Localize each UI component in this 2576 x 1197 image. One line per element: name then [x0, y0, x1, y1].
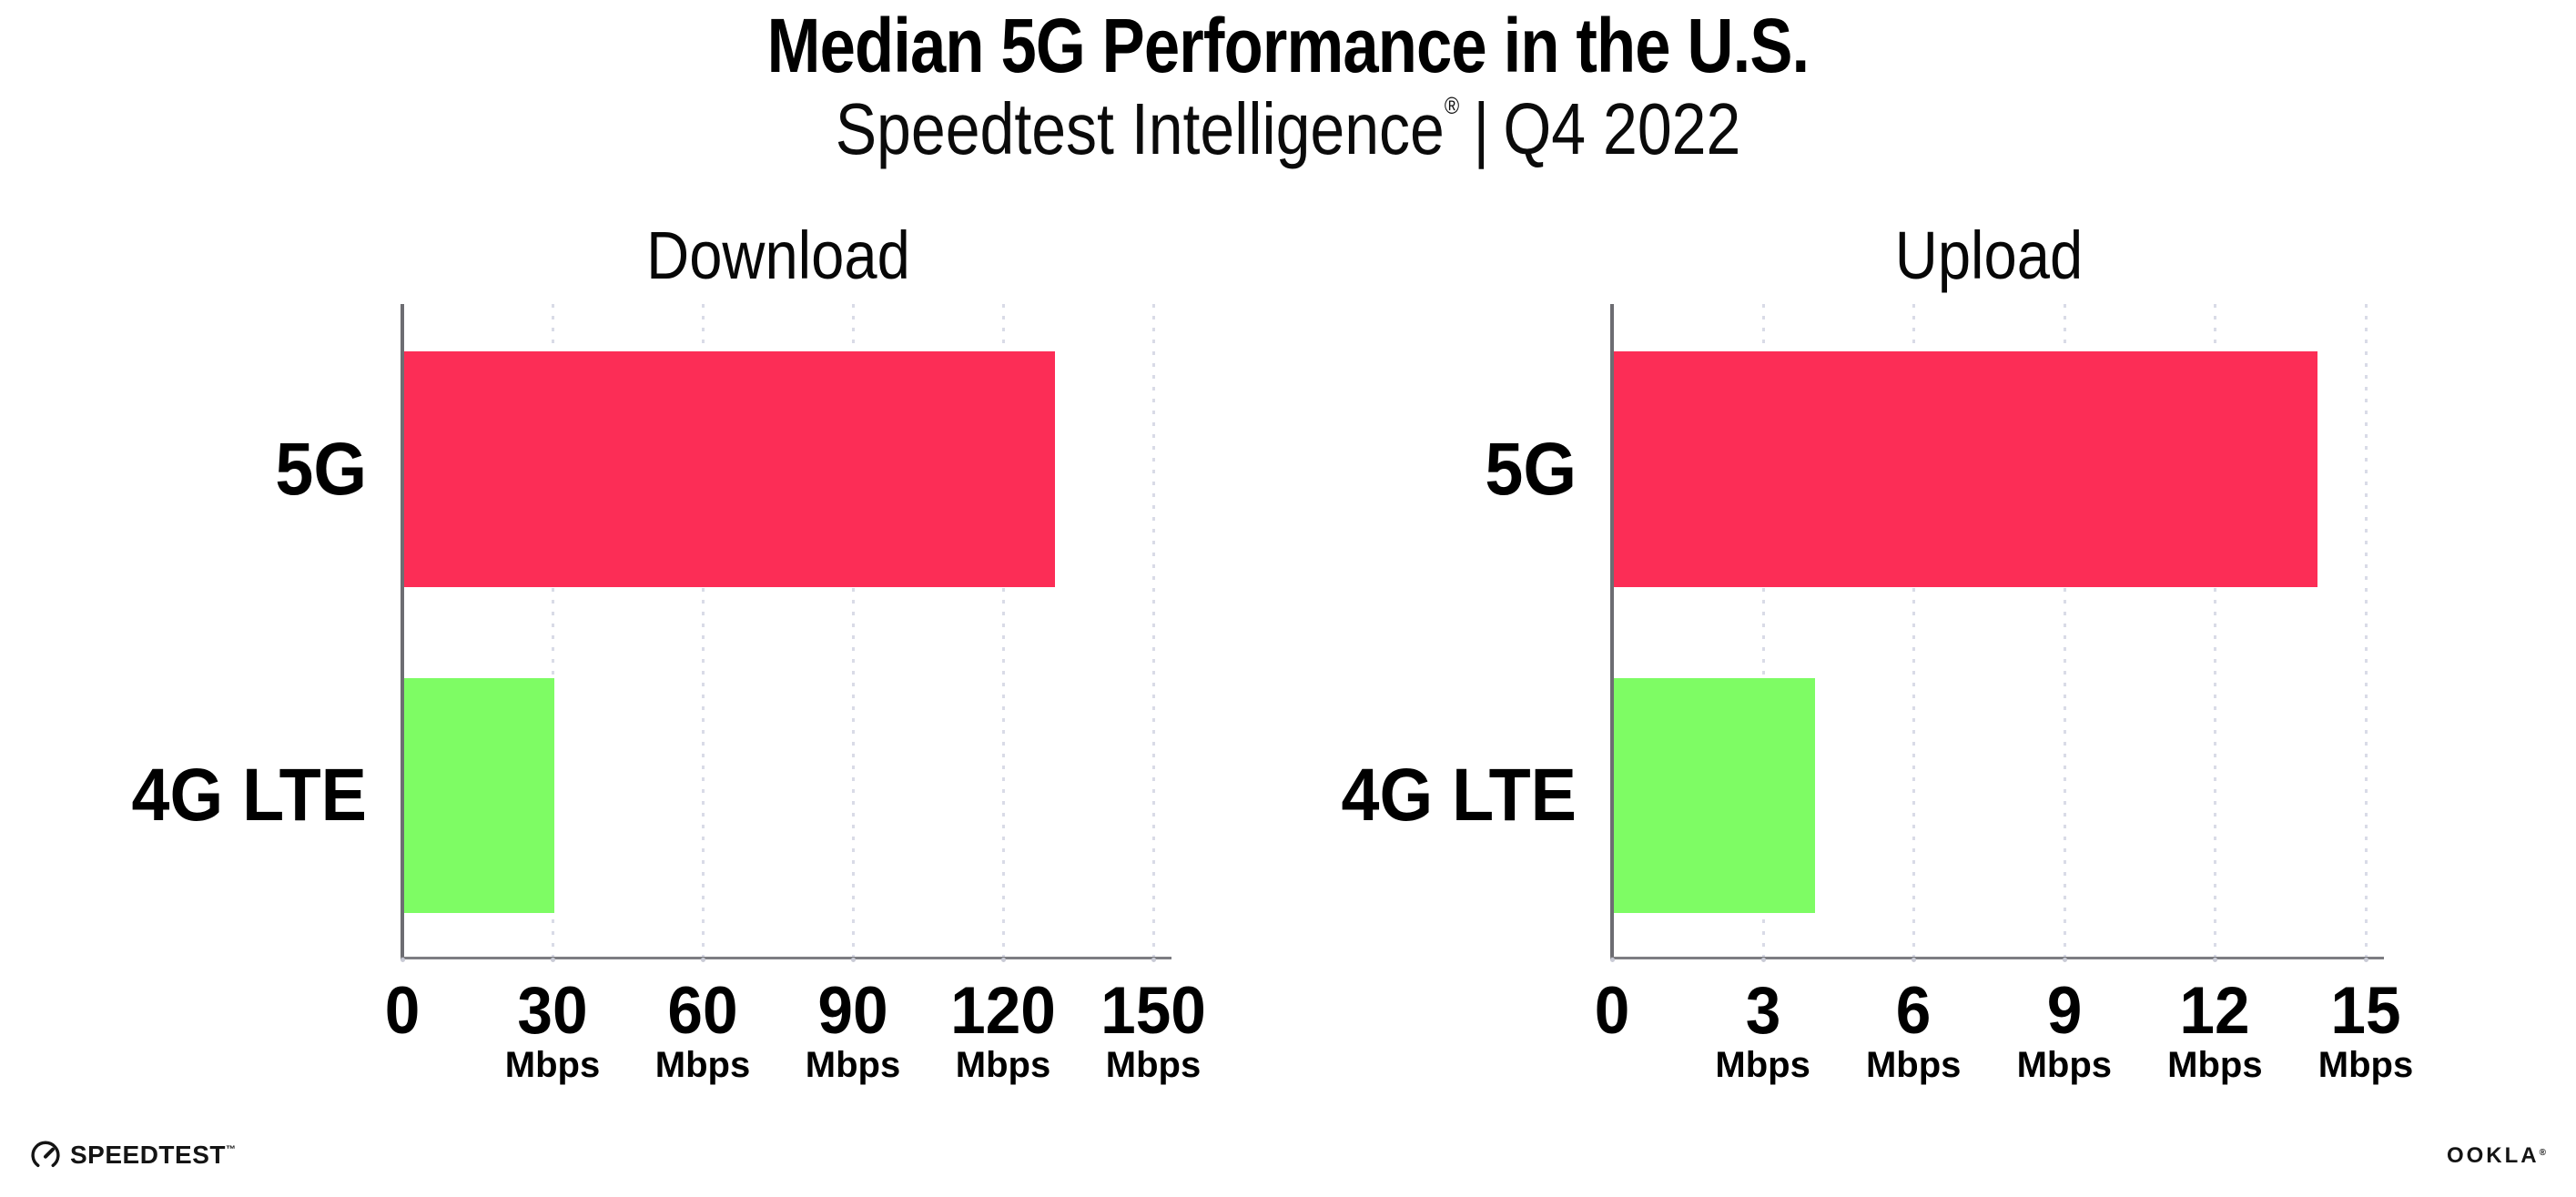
bar-5g [1614, 351, 2317, 587]
tick-unit-label-9: Mbps [2016, 1045, 2113, 1085]
tick-label-9: 9 [2046, 974, 2083, 1048]
tick-label-12: 12 [2179, 974, 2250, 1048]
gridline-120 [1002, 304, 1005, 959]
registered-mark-icon: ® [1444, 92, 1460, 119]
bar-5g [404, 351, 1055, 587]
speedtest-wordmark: SPEEDTEST™ [70, 1141, 237, 1169]
category-label-4g-lte: 4G LTE [1341, 754, 1577, 837]
tick-label-3: 3 [1745, 974, 1780, 1048]
tick-unit-label-30: Mbps [504, 1045, 601, 1085]
tick-label-90: 90 [817, 974, 888, 1048]
speedtest-gauge-icon [31, 1141, 60, 1168]
tick-label-6: 6 [1895, 974, 1932, 1048]
upload-panel-title: Upload [1894, 218, 2084, 293]
tick-label-150: 150 [1100, 974, 1206, 1048]
tick-mark-0 [1610, 958, 1615, 962]
page-title: Median 5G Performance in the U.S. [766, 3, 1810, 88]
bar-4g-lte [1614, 678, 1815, 913]
tick-mark-60 [701, 958, 705, 962]
gridline-12 [2214, 304, 2217, 959]
tick-label-60: 60 [667, 974, 738, 1048]
subtitle-period: Q4 2022 [1503, 88, 1741, 169]
page-subtitle: Speedtest Intelligence® | Q4 2022 [193, 93, 2383, 166]
tick-mark-120 [1001, 958, 1006, 962]
tick-unit-label-6: Mbps [1865, 1045, 1962, 1085]
gridline-3 [1761, 304, 1765, 959]
gridline-150 [1152, 304, 1155, 959]
ookla-wordmark: OOKLA® [2446, 1143, 2546, 1168]
y-axis-line [401, 304, 404, 960]
category-label-5g: 5G [275, 427, 367, 511]
subtitle-separator: | [1473, 88, 1490, 169]
trademark-icon: ™ [225, 1144, 237, 1155]
tick-mark-150 [1151, 958, 1156, 962]
tick-mark-9 [2062, 958, 2067, 962]
download-panel-title: Download [645, 218, 910, 293]
tick-unit-label-60: Mbps [654, 1045, 751, 1085]
tick-mark-12 [2213, 958, 2218, 962]
tick-mark-3 [1760, 958, 1766, 962]
category-label-4g-lte: 4G LTE [131, 754, 367, 837]
tick-label-15: 15 [2330, 974, 2401, 1048]
tick-unit-label-90: Mbps [805, 1045, 901, 1085]
category-label-5g: 5G [1485, 427, 1577, 511]
tick-label-0: 0 [1594, 974, 1630, 1048]
gridline-90 [852, 304, 855, 959]
tick-mark-30 [551, 958, 555, 962]
tick-mark-6 [1912, 958, 1917, 962]
tick-unit-label-150: Mbps [1105, 1045, 1202, 1085]
gridline-30 [552, 304, 554, 959]
subtitle-brand: Speedtest Intelligence [835, 88, 1445, 169]
tick-label-30: 30 [517, 974, 588, 1048]
tick-mark-0 [401, 958, 405, 962]
tick-mark-90 [851, 958, 856, 962]
tick-unit-label-12: Mbps [2167, 1045, 2263, 1085]
bar-4g-lte [404, 678, 554, 913]
gridline-9 [2063, 304, 2066, 959]
tick-mark-15 [2364, 958, 2368, 962]
tick-label-120: 120 [950, 974, 1056, 1048]
registered-icon: ® [2539, 1148, 2546, 1158]
x-axis-line [401, 957, 1171, 959]
y-axis-line [1610, 304, 1614, 960]
tick-unit-label-15: Mbps [2317, 1045, 2414, 1085]
gridline-6 [1912, 304, 1916, 959]
x-axis-line [1610, 957, 2384, 959]
gridline-60 [702, 304, 705, 959]
speedtest-logo: SPEEDTEST™ [30, 1140, 236, 1171]
tick-label-0: 0 [384, 974, 421, 1048]
tick-unit-label-3: Mbps [1715, 1045, 1810, 1085]
tick-unit-label-120: Mbps [955, 1045, 1051, 1085]
gridline-15 [2365, 304, 2368, 959]
